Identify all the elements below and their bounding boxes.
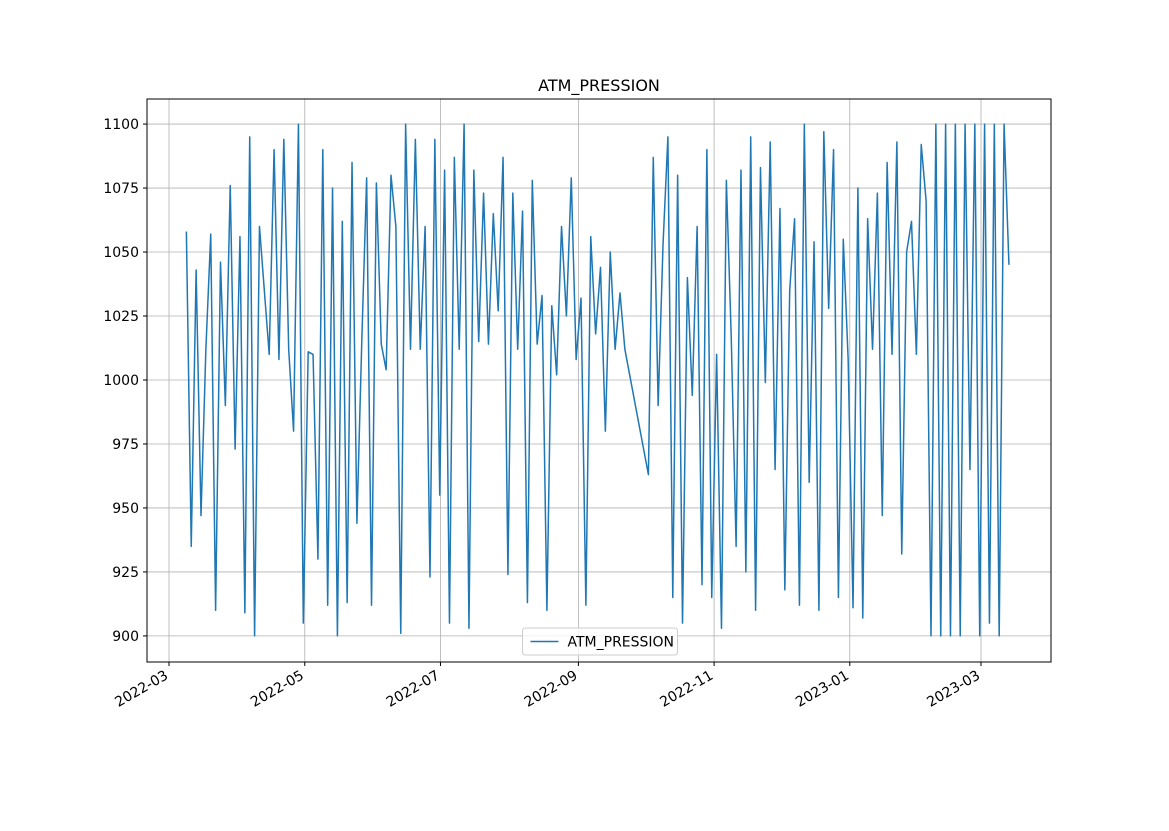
x-tick-label: 2023-03 — [924, 668, 983, 711]
y-tick-label: 1025 — [103, 309, 139, 325]
legend-label: ATM_PRESSION — [568, 635, 675, 651]
y-tick-label: 900 — [112, 629, 139, 645]
x-tick-label: 2022-07 — [384, 668, 443, 711]
legend-box — [522, 627, 678, 656]
x-tick-label: 2022-05 — [248, 668, 307, 711]
plot-frame — [146, 98, 1052, 663]
y-tick-label: 1075 — [103, 181, 139, 197]
y-tick-label: 1100 — [103, 117, 139, 133]
chart-title: ATM_PRESSION — [538, 76, 660, 96]
x-tick-label: 2022-03 — [112, 668, 171, 711]
y-tick-label: 1000 — [103, 373, 139, 389]
x-tick-label: 2023-01 — [793, 668, 852, 711]
y-tick-label: 950 — [112, 501, 139, 517]
series-line — [185, 123, 1010, 637]
legend: ATM_PRESSION — [522, 627, 678, 656]
y-tick-label: 925 — [112, 565, 139, 581]
x-tick-label: 2022-11 — [657, 668, 716, 711]
y-tick-label: 1050 — [103, 245, 139, 261]
x-tick-label: 2022-09 — [522, 668, 581, 711]
y-tick-label: 975 — [112, 437, 139, 453]
